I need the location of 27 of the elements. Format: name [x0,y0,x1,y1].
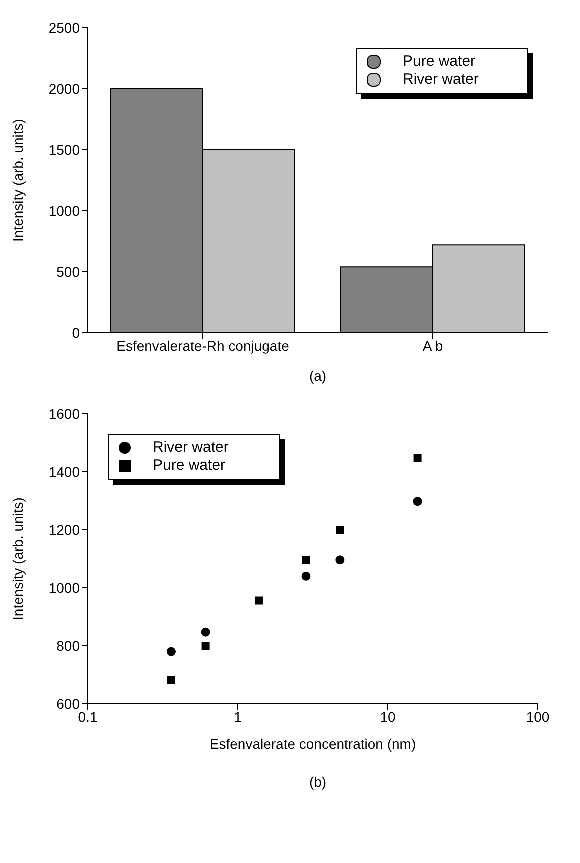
y-tick-label: 1500 [48,142,80,158]
y-axis-title: Intensity (arb. units) [10,119,26,242]
x-tick-label: 0.1 [78,708,98,725]
text: (a) [308,368,328,384]
x-tick-label: 10 [380,708,396,725]
legend-label: River water [403,71,479,88]
x-tick-label: 100 [526,708,550,725]
y-tick-label: 1200 [48,522,80,538]
y-axis-title: Intensity (arb. units) [10,498,26,620]
y-tick-label: 1000 [48,202,80,219]
y-tick-label: 0 [72,324,80,341]
y-tick-label: 1000 [48,580,80,596]
text: (b) [308,774,328,790]
x-tick-label: Esfenvalerate-Rh conjugate [116,338,290,354]
legend-label: Pure water [403,53,476,70]
y-tick-label: 2000 [48,80,80,97]
y-tick-label: 600 [56,696,80,712]
y-tick-label: 2500 [48,20,80,36]
x-tick-label: A b [422,338,444,354]
y-tick-label: 1400 [48,464,80,480]
legend-label: Pure water [153,457,226,474]
legend-label: River water [153,439,229,456]
y-tick-label: 1600 [48,406,80,422]
x-axis-title: Esfenvalerate concentration (nm) [210,736,416,752]
y-tick-label: 500 [56,264,80,280]
x-tick-label: 1 [234,708,242,725]
y-tick-label: 800 [56,638,80,654]
